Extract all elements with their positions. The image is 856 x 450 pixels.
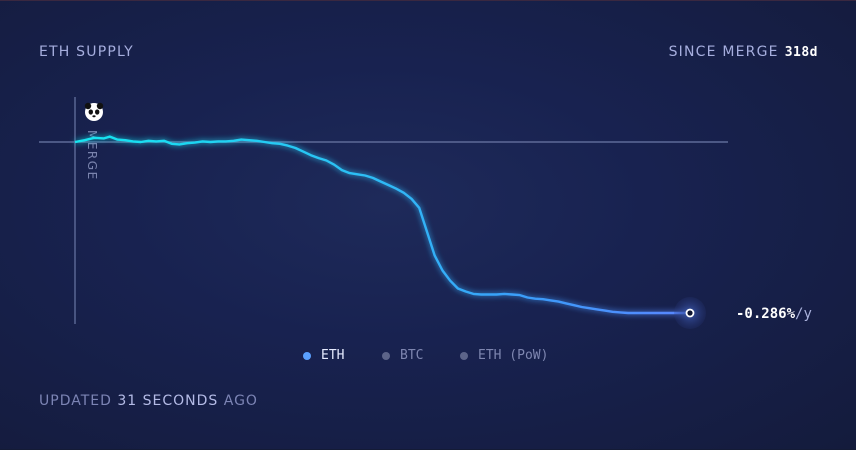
legend-dot-btc	[382, 351, 390, 360]
since-merge-label: SINCE MERGE	[668, 44, 779, 60]
since-merge: SINCE MERGE 318d	[669, 44, 818, 60]
legend-item-eth-pow[interactable]: ETH (PoW)	[460, 348, 548, 363]
end-label-value: -0.286%	[736, 306, 796, 322]
legend-item-eth[interactable]: ETH	[303, 348, 344, 363]
updated-status: UPDATED 31 SECONDS AGO	[39, 393, 258, 409]
end-point	[685, 308, 695, 318]
panda-icon	[84, 102, 104, 121]
legend-item-btc[interactable]: BTC	[382, 348, 423, 363]
end-label: -0.286%/y	[736, 306, 812, 322]
updated-prefix: UPDATED	[39, 393, 112, 409]
end-label-unit: /y	[795, 306, 812, 322]
legend-dot-eth-pow	[460, 351, 468, 360]
chart-title: ETH SUPPLY	[39, 44, 134, 60]
legend-label-eth-pow: ETH (PoW)	[478, 348, 549, 363]
eth-supply-line	[74, 135, 690, 315]
legend-label-btc: BTC	[400, 348, 424, 363]
since-merge-value: 318d	[784, 45, 818, 60]
merge-label: MERGE	[85, 130, 99, 181]
updated-value: 31 SECONDS	[117, 393, 219, 409]
updated-suffix: AGO	[223, 393, 258, 409]
legend: ETH BTC ETH (PoW)	[0, 348, 856, 368]
legend-label-eth: ETH	[321, 348, 345, 363]
legend-dot-eth	[303, 351, 311, 360]
